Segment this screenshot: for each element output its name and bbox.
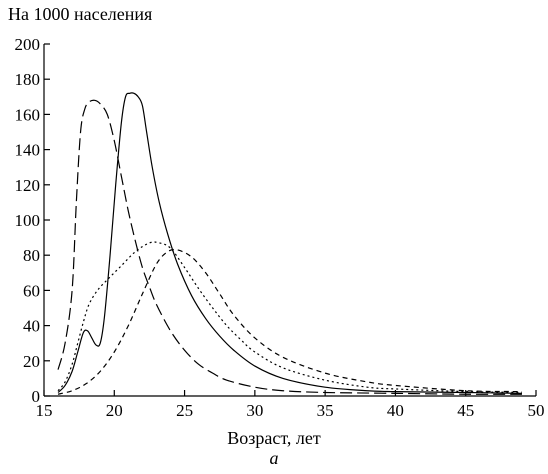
y-tick-label: 80 [23,246,40,265]
ticks: 0 20 40 60 80 100 120 140 160 180 200 15 20 25 30 35 40 4… [15,35,545,420]
series-line-solid [57,92,522,394]
y-tick-label: 180 [15,70,41,89]
y-tick-label: 120 [15,176,41,195]
x-tick-label: 35 [317,401,334,420]
y-tick-label: 40 [23,317,40,336]
series-line-short-dash [57,248,522,395]
x-tick-label: 40 [387,401,404,420]
y-tick-label: 0 [32,387,41,406]
y-tick-label: 100 [15,211,41,230]
x-axis-label: Возраст, лет [227,428,321,448]
x-tick-label: 50 [528,401,545,420]
y-tick-label: 140 [15,141,41,160]
x-tick-label: 30 [246,401,263,420]
series-line-long-dash [57,99,522,395]
x-tick-label: 45 [457,401,474,420]
x-tick-label: 20 [106,401,123,420]
axes [43,44,536,397]
y-tick-label: 160 [15,105,41,124]
y-tick-label: 200 [15,35,41,54]
panel-label: а [269,448,279,468]
x-tick-label: 25 [176,401,193,420]
y-tick-label: 20 [23,352,40,371]
series-lines [57,92,522,395]
series-line-dotted [57,241,522,394]
y-tick-label: 60 [23,281,40,300]
x-tick-label: 15 [36,401,53,420]
y-axis-label: На 1000 населения [8,4,153,24]
